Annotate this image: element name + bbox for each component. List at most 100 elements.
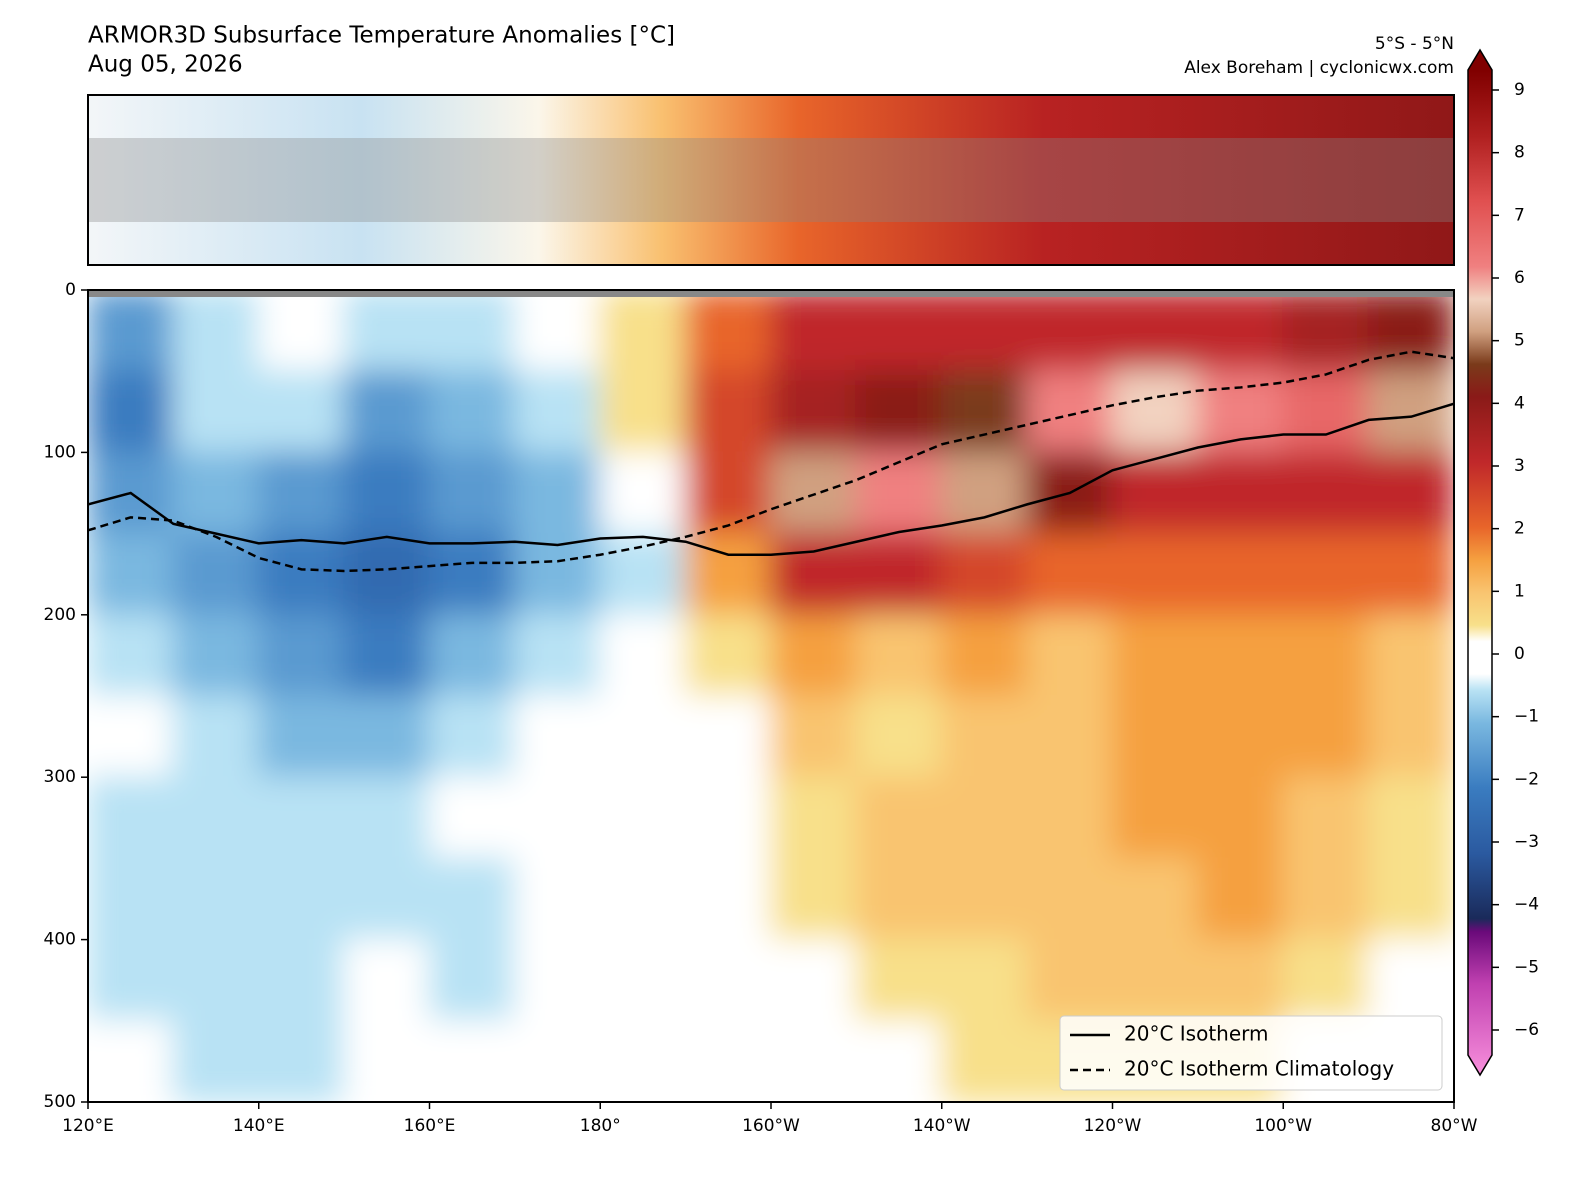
field-cell bbox=[513, 370, 602, 454]
field-cell bbox=[343, 938, 431, 1022]
field-cell bbox=[1367, 857, 1454, 941]
field-cell bbox=[855, 857, 943, 941]
field-cell bbox=[1196, 451, 1285, 535]
cbar-tick-label: −6 bbox=[1514, 1020, 1539, 1040]
isotherm-line bbox=[88, 402, 1454, 556]
field-cell bbox=[343, 776, 431, 860]
field-cell bbox=[855, 776, 943, 860]
field-cell bbox=[343, 695, 431, 779]
field-cell bbox=[1196, 938, 1285, 1022]
field-cell bbox=[1282, 532, 1370, 616]
cbar-tick-label: −5 bbox=[1514, 957, 1539, 977]
field-cell bbox=[257, 370, 346, 454]
cbar-tick-label: 7 bbox=[1514, 205, 1525, 225]
field-cell bbox=[428, 857, 516, 941]
field-cell bbox=[88, 776, 175, 860]
field-cell bbox=[1196, 857, 1285, 941]
field-cell bbox=[855, 290, 943, 373]
axes: 120°E 140°E 160°E 180° 160°W 140°W 120°W 100°W 8… bbox=[44, 280, 1478, 1136]
map-band bbox=[88, 138, 1454, 222]
field-cell bbox=[599, 695, 687, 779]
surface-bar bbox=[88, 290, 1454, 297]
field-cell bbox=[1111, 370, 1199, 454]
field-cell bbox=[855, 370, 943, 454]
field-cell bbox=[428, 290, 516, 373]
field-cell bbox=[513, 776, 602, 860]
field-cell bbox=[1026, 776, 1114, 860]
field-cell bbox=[1111, 776, 1199, 860]
field-cell bbox=[513, 1019, 602, 1102]
field-cell bbox=[257, 290, 346, 373]
field-cell bbox=[940, 613, 1029, 697]
field-cell bbox=[1367, 938, 1454, 1022]
field-cell bbox=[428, 613, 516, 697]
field-cell bbox=[343, 532, 431, 616]
cbar-tick-label: 2 bbox=[1514, 519, 1525, 539]
field-cell bbox=[1367, 613, 1454, 697]
cbar-tick-label: −2 bbox=[1514, 769, 1539, 789]
field-cell bbox=[172, 938, 260, 1022]
field-cell bbox=[172, 776, 260, 860]
field-cell bbox=[172, 857, 260, 941]
field-cell bbox=[343, 613, 431, 697]
y-tick-label: 200 bbox=[44, 605, 76, 625]
field-cell bbox=[940, 695, 1029, 779]
field-cell bbox=[855, 695, 943, 779]
field-cell bbox=[1026, 290, 1114, 373]
field-clip bbox=[88, 290, 1454, 1102]
isotherm-line bbox=[88, 350, 1454, 573]
field-cell bbox=[513, 451, 602, 535]
field-cell bbox=[599, 1019, 687, 1102]
field-cell bbox=[940, 370, 1029, 454]
y-tick-label: 0 bbox=[65, 280, 76, 300]
field-cell bbox=[1111, 613, 1199, 697]
field-cell bbox=[684, 857, 772, 941]
field-cell bbox=[770, 938, 858, 1022]
cbar-tick-label: 3 bbox=[1514, 456, 1525, 476]
colorbar bbox=[1467, 48, 1493, 1077]
field-cell bbox=[88, 1019, 175, 1102]
field-cell bbox=[257, 695, 346, 779]
legend-label: 20°C Isotherm bbox=[1124, 1022, 1269, 1046]
cbar-tick-label: −3 bbox=[1514, 832, 1539, 852]
cbar-tick-label: 1 bbox=[1514, 581, 1525, 601]
field-cell bbox=[684, 776, 772, 860]
field-cell bbox=[428, 370, 516, 454]
field-cell bbox=[428, 1019, 516, 1102]
x-tick-label: 120°E bbox=[62, 1116, 114, 1136]
field-cell bbox=[88, 938, 175, 1022]
field-cell bbox=[684, 938, 772, 1022]
field-cell bbox=[172, 532, 260, 616]
field-cell bbox=[172, 451, 260, 535]
field-cell bbox=[257, 776, 346, 860]
field-cell bbox=[88, 613, 175, 697]
cbar-tick-label: 8 bbox=[1514, 143, 1525, 163]
field-cell bbox=[1367, 451, 1454, 535]
field-cell bbox=[1026, 938, 1114, 1022]
field-cell bbox=[257, 451, 346, 535]
field-cell bbox=[1282, 695, 1370, 779]
x-tick-label: 120°W bbox=[1084, 1116, 1142, 1136]
field-cell bbox=[428, 695, 516, 779]
region: 5°S - 5°N bbox=[1375, 34, 1454, 54]
field-cell bbox=[172, 290, 260, 373]
field-cell bbox=[770, 532, 858, 616]
field-cell bbox=[1111, 938, 1199, 1022]
field-cell bbox=[940, 290, 1029, 373]
field-cell bbox=[1282, 370, 1370, 454]
field-cell bbox=[1026, 532, 1114, 616]
field-cell bbox=[940, 451, 1029, 535]
field-cell bbox=[513, 532, 602, 616]
field-cell bbox=[88, 532, 175, 616]
field-cell bbox=[428, 776, 516, 860]
field-cell bbox=[1282, 290, 1370, 373]
field-cell bbox=[599, 370, 687, 454]
x-tick-label: 180° bbox=[580, 1116, 621, 1136]
field-cell bbox=[1282, 938, 1370, 1022]
field-cell bbox=[1026, 695, 1114, 779]
map-panel bbox=[88, 95, 1454, 265]
field-cell bbox=[343, 1019, 431, 1102]
field-cell bbox=[428, 451, 516, 535]
field-cell bbox=[343, 290, 431, 373]
